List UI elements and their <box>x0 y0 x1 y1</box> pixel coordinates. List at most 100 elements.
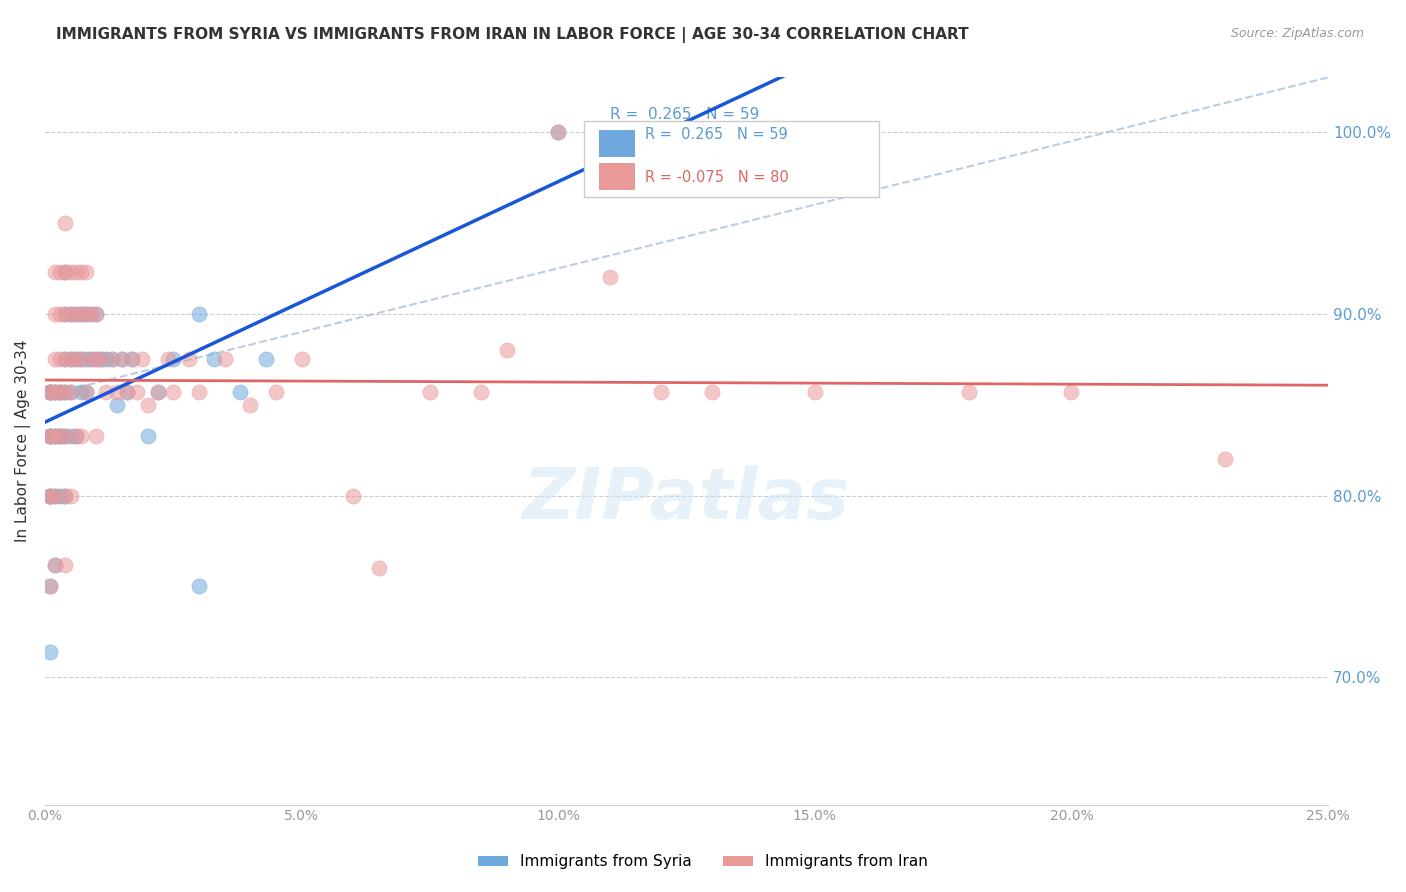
Point <box>121 352 143 367</box>
Legend: Immigrants from Syria, Immigrants from Iran: Immigrants from Syria, Immigrants from I… <box>471 848 935 875</box>
Point <box>90 352 112 367</box>
Point <box>115 384 138 399</box>
Point <box>49 352 72 367</box>
Point <box>105 384 128 399</box>
Point <box>65 428 87 442</box>
Point <box>75 307 97 321</box>
Point <box>55 265 77 279</box>
Point <box>44 384 66 399</box>
Point <box>650 384 672 399</box>
Point <box>84 307 107 321</box>
Bar <box>583 121 879 197</box>
Point <box>59 428 82 442</box>
Point <box>96 352 118 367</box>
Point <box>59 352 82 367</box>
Point <box>214 352 236 367</box>
Point <box>55 265 77 279</box>
Point <box>84 428 107 442</box>
Point <box>44 428 66 442</box>
Point <box>90 352 112 367</box>
Point <box>69 352 91 367</box>
Point <box>187 579 209 593</box>
Point <box>96 384 118 399</box>
Point <box>115 384 138 399</box>
Text: R = -0.075   N = 80: R = -0.075 N = 80 <box>645 169 789 185</box>
Point <box>55 216 77 230</box>
Point <box>146 384 169 399</box>
Point <box>59 384 82 399</box>
Point <box>80 307 103 321</box>
Text: Source: ZipAtlas.com: Source: ZipAtlas.com <box>1230 27 1364 40</box>
Point <box>39 645 62 659</box>
Point <box>75 352 97 367</box>
Point <box>55 489 77 503</box>
Point <box>44 307 66 321</box>
Point <box>39 384 62 399</box>
Point <box>470 384 492 399</box>
Point <box>367 561 389 575</box>
Point <box>121 352 143 367</box>
Point <box>39 489 62 503</box>
Y-axis label: In Labor Force | Age 30-34: In Labor Force | Age 30-34 <box>15 340 31 542</box>
Point <box>187 384 209 399</box>
Point <box>44 489 66 503</box>
Point <box>202 352 225 367</box>
Point <box>80 352 103 367</box>
Point <box>39 428 62 442</box>
Point <box>59 352 82 367</box>
Point <box>75 384 97 399</box>
Point <box>39 384 62 399</box>
Point <box>69 307 91 321</box>
Point <box>55 384 77 399</box>
Point <box>44 384 66 399</box>
Point <box>39 428 62 442</box>
Point <box>111 352 134 367</box>
Point <box>44 265 66 279</box>
Point <box>419 384 441 399</box>
Point <box>111 352 134 367</box>
Point <box>49 307 72 321</box>
Point <box>65 307 87 321</box>
Point <box>136 398 159 412</box>
Point <box>157 352 180 367</box>
Point <box>131 352 153 367</box>
Point <box>55 384 77 399</box>
Point <box>127 384 149 399</box>
Text: R = -0.075   N = 80: R = -0.075 N = 80 <box>610 146 759 161</box>
Point <box>177 352 200 367</box>
Point <box>65 428 87 442</box>
Point <box>49 384 72 399</box>
Point <box>49 384 72 399</box>
Point <box>547 125 569 139</box>
Point <box>84 307 107 321</box>
Point <box>162 384 184 399</box>
Point <box>239 398 262 412</box>
Point <box>39 579 62 593</box>
Point <box>146 384 169 399</box>
Point <box>59 489 82 503</box>
Point <box>49 428 72 442</box>
Text: ZIPatlas: ZIPatlas <box>523 465 851 533</box>
Point <box>55 352 77 367</box>
Text: IMMIGRANTS FROM SYRIA VS IMMIGRANTS FROM IRAN IN LABOR FORCE | AGE 30-34 CORRELA: IMMIGRANTS FROM SYRIA VS IMMIGRANTS FROM… <box>56 27 969 43</box>
Point <box>136 428 159 442</box>
Point <box>69 384 91 399</box>
Point <box>100 352 122 367</box>
Point <box>55 428 77 442</box>
Point <box>1215 452 1237 467</box>
Point <box>80 352 103 367</box>
Point <box>69 352 91 367</box>
Point <box>75 307 97 321</box>
Point <box>55 558 77 572</box>
Point <box>342 489 364 503</box>
Point <box>105 398 128 412</box>
Point <box>44 558 66 572</box>
Point <box>49 489 72 503</box>
Bar <box>599 162 636 190</box>
Point <box>65 352 87 367</box>
Point <box>59 307 82 321</box>
Point <box>59 384 82 399</box>
Text: R =  0.265   N = 59: R = 0.265 N = 59 <box>645 128 789 143</box>
Point <box>80 307 103 321</box>
Point <box>44 384 66 399</box>
